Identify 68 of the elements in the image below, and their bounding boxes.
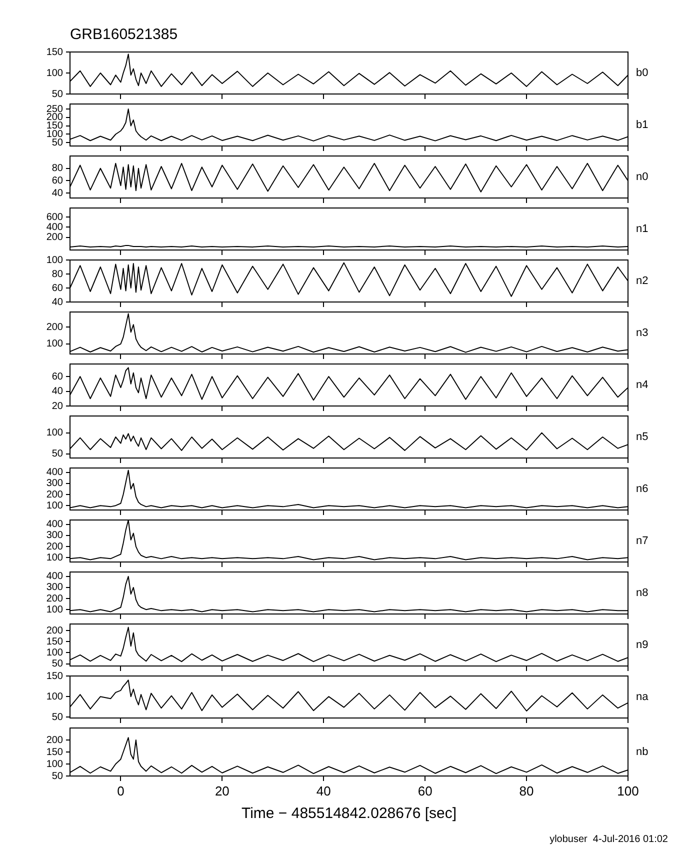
y-tick-label: 400 — [46, 222, 64, 233]
y-tick-label: 200 — [46, 541, 64, 552]
y-tick-label: 50 — [52, 712, 64, 723]
y-tick-label: 20 — [52, 400, 64, 412]
y-tick-label: 150 — [46, 46, 64, 58]
series-label: b1 — [636, 119, 648, 132]
y-tick-label: 60 — [52, 371, 64, 382]
y-tick-label: 60 — [52, 175, 64, 186]
y-tick-label: 50 — [52, 770, 64, 782]
x-tick-label: 0 — [117, 783, 124, 798]
y-tick-label: 40 — [52, 386, 64, 398]
y-tick-label: 150 — [46, 636, 64, 648]
y-tick-label: 50 — [52, 658, 64, 670]
x-tick-label: 80 — [519, 783, 534, 798]
y-tick-label: 80 — [52, 268, 64, 280]
y-tick-label: 100 — [46, 552, 64, 564]
y-tick-label: 200 — [46, 232, 64, 244]
series-label: na — [636, 691, 650, 704]
y-tick-label: 150 — [46, 746, 64, 758]
series-label: n2 — [636, 275, 648, 288]
y-tick-label: 100 — [46, 128, 64, 140]
series-label: n9 — [636, 639, 648, 652]
series-label: n6 — [636, 483, 648, 496]
y-tick-label: 50 — [52, 448, 64, 460]
series-label: n7 — [636, 535, 648, 548]
y-tick-label: 300 — [46, 530, 64, 542]
y-tick-label: 150 — [46, 670, 64, 682]
y-tick-label: 50 — [52, 137, 64, 148]
series-label: n5 — [636, 431, 648, 444]
y-tick-label: 300 — [46, 478, 64, 490]
y-tick-label: 100 — [46, 68, 64, 79]
y-tick-label: 100 — [46, 758, 64, 770]
series-label: b0 — [636, 67, 648, 80]
y-tick-label: 100 — [46, 691, 64, 702]
y-tick-label: 200 — [46, 625, 64, 636]
x-tick-label: 20 — [214, 783, 230, 798]
y-tick-label: 400 — [46, 467, 64, 478]
y-tick-label: 100 — [46, 428, 64, 439]
y-tick-label: 40 — [52, 296, 64, 308]
chart-title: GRB160521385 — [70, 26, 178, 43]
y-tick-label: 100 — [46, 500, 64, 512]
y-tick-label: 200 — [46, 593, 64, 604]
y-tick-label: 100 — [46, 254, 64, 266]
series-label: n0 — [636, 171, 648, 184]
y-tick-label: 600 — [46, 212, 64, 223]
x-tick-label: 100 — [617, 783, 639, 798]
y-tick-label: 300 — [46, 582, 64, 594]
y-tick-label: 40 — [52, 188, 64, 199]
x-axis-title: Time − 485514842.028676 [sec] — [241, 805, 457, 822]
y-tick-label: 400 — [46, 519, 64, 530]
y-tick-label: 200 — [46, 734, 64, 746]
series-label: n4 — [636, 379, 648, 392]
y-tick-label: 100 — [46, 604, 64, 616]
y-tick-label: 100 — [46, 647, 64, 658]
x-tick-label: 60 — [418, 783, 432, 798]
x-tick-label: 40 — [316, 783, 331, 798]
y-tick-label: 50 — [52, 88, 64, 100]
y-tick-label: 200 — [46, 489, 64, 500]
y-tick-label: 200 — [46, 322, 64, 333]
series-label: n8 — [636, 587, 648, 600]
y-tick-label: 100 — [46, 338, 64, 350]
y-tick-label: 400 — [46, 571, 64, 582]
y-tick-label: 60 — [52, 282, 64, 294]
y-tick-label: 80 — [52, 163, 64, 174]
series-label: nb — [636, 746, 648, 758]
series-label: n3 — [636, 327, 648, 340]
series-label: n1 — [636, 223, 648, 236]
text: ylobuser 4-Jul-2016 01:02 — [550, 834, 668, 845]
